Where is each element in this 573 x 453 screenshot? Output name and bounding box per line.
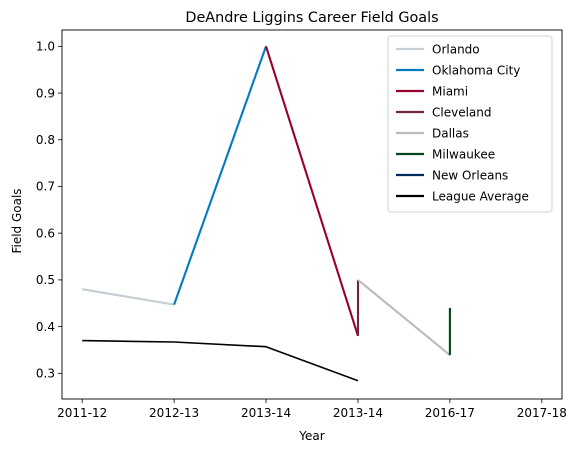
legend: Orlando Oklahoma City Miami Cleveland Dallas… [387, 35, 553, 213]
y-tick-label: 0.5 [36, 273, 55, 287]
y-axis-label: Field Goals [10, 188, 24, 253]
y-tick-label: 0.4 [36, 320, 55, 334]
series-line-7 [82, 339, 359, 382]
legend-label: Oklahoma City [432, 63, 520, 77]
x-tick-label: 2012-13 [149, 406, 199, 420]
legend-label: Cleveland [432, 105, 492, 119]
series-layer [82, 45, 451, 382]
legend-label: New Orleans [432, 168, 508, 182]
legend-box [387, 35, 553, 213]
x-axis: 2011-12 2012-13 2013-14 2013-14 2016-17 2017-… [57, 399, 567, 420]
y-axis: 0.3 0.4 0.5 0.6 0.7 0.8 0.9 1.0 [36, 40, 62, 381]
chart-title: DeAndre Liggins Career Field Goals [185, 10, 438, 26]
x-axis-label: Year [298, 429, 324, 443]
x-tick-label: 2011-12 [57, 406, 107, 420]
y-tick-label: 0.3 [36, 367, 55, 381]
y-tick-label: 0.7 [36, 180, 55, 194]
legend-label: Orlando [432, 42, 480, 56]
y-tick-label: 0.6 [36, 226, 55, 240]
legend-label: Milwaukee [432, 147, 495, 161]
y-tick-label: 0.9 [36, 86, 55, 100]
series-line-2 [264, 45, 360, 337]
legend-label: Dallas [432, 126, 469, 140]
legend-label: League Average [432, 189, 529, 203]
series-line-0 [82, 288, 175, 306]
x-tick-label: 2013-14 [241, 406, 291, 420]
legend-label: Miami [432, 84, 468, 98]
series-line-1 [173, 45, 267, 305]
plot-frame [61, 29, 563, 400]
x-tick-label: 2017-18 [517, 406, 567, 420]
x-tick-label: 2013-14 [333, 406, 383, 420]
y-tick-label: 1.0 [36, 40, 55, 54]
x-tick-label: 2016-17 [425, 406, 475, 420]
series-line-4 [357, 279, 451, 356]
y-tick-label: 0.8 [36, 133, 55, 147]
